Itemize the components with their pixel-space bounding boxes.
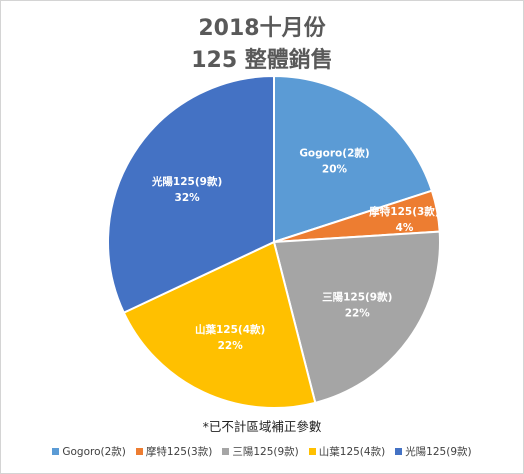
pie-slice-2 (272, 230, 441, 405)
legend-swatch-2 (222, 448, 230, 455)
chart-subtitle: 125 整體銷售 (191, 48, 333, 73)
chart-legend: Gogoro(2款) 摩特125(3款) 三陽125(9款) 山葉125(4款) 光陽1… (0, 444, 524, 459)
pie-slice-0 (273, 74, 434, 244)
slice-name-label-4: 光陽125(9款) (151, 175, 222, 188)
legend-swatch-0 (52, 448, 60, 455)
slice-percent-label-0: 20% (322, 164, 348, 176)
legend-label-2: 三陽125(9款) (232, 446, 299, 458)
pie-slice-3 (122, 240, 317, 409)
legend-label-4: 光陽125(9款) (405, 446, 472, 458)
pie-slice-4 (107, 74, 275, 315)
legend-item-2: 三陽125(9款) (222, 444, 299, 459)
slice-percent-label-2: 22% (345, 307, 371, 319)
legend-label-0: Gogoro(2款) (62, 446, 126, 458)
legend-item-1: 摩特125(3款) (135, 444, 213, 459)
slice-percent-label-3: 22% (218, 340, 244, 352)
legend-swatch-3 (308, 448, 316, 455)
chart-title: 2018十月份 (198, 16, 326, 41)
legend-label-3: 山葉125(4款) (318, 446, 386, 458)
chart-note: *已不計區域補正參數 (202, 419, 322, 434)
slice-percent-label-4: 32% (175, 192, 201, 204)
legend-label-1: 摩特125(3款) (145, 446, 213, 458)
legend-swatch-4 (395, 448, 403, 455)
slice-name-label-2: 三陽125(9款) (322, 290, 392, 303)
legend-swatch-1 (135, 448, 143, 455)
slice-name-label-1: 摩特125(3款) (369, 205, 439, 218)
legend-item-0: Gogoro(2款) (52, 444, 126, 459)
slice-percent-label-1: 4% (396, 222, 414, 234)
slice-name-label-3: 山葉125(4款) (195, 323, 265, 336)
legend-item-4: 光陽125(9款) (395, 444, 472, 459)
legend-item-3: 山葉125(4款) (308, 444, 386, 459)
slice-name-label-0: Gogoro(2款) (299, 147, 369, 160)
